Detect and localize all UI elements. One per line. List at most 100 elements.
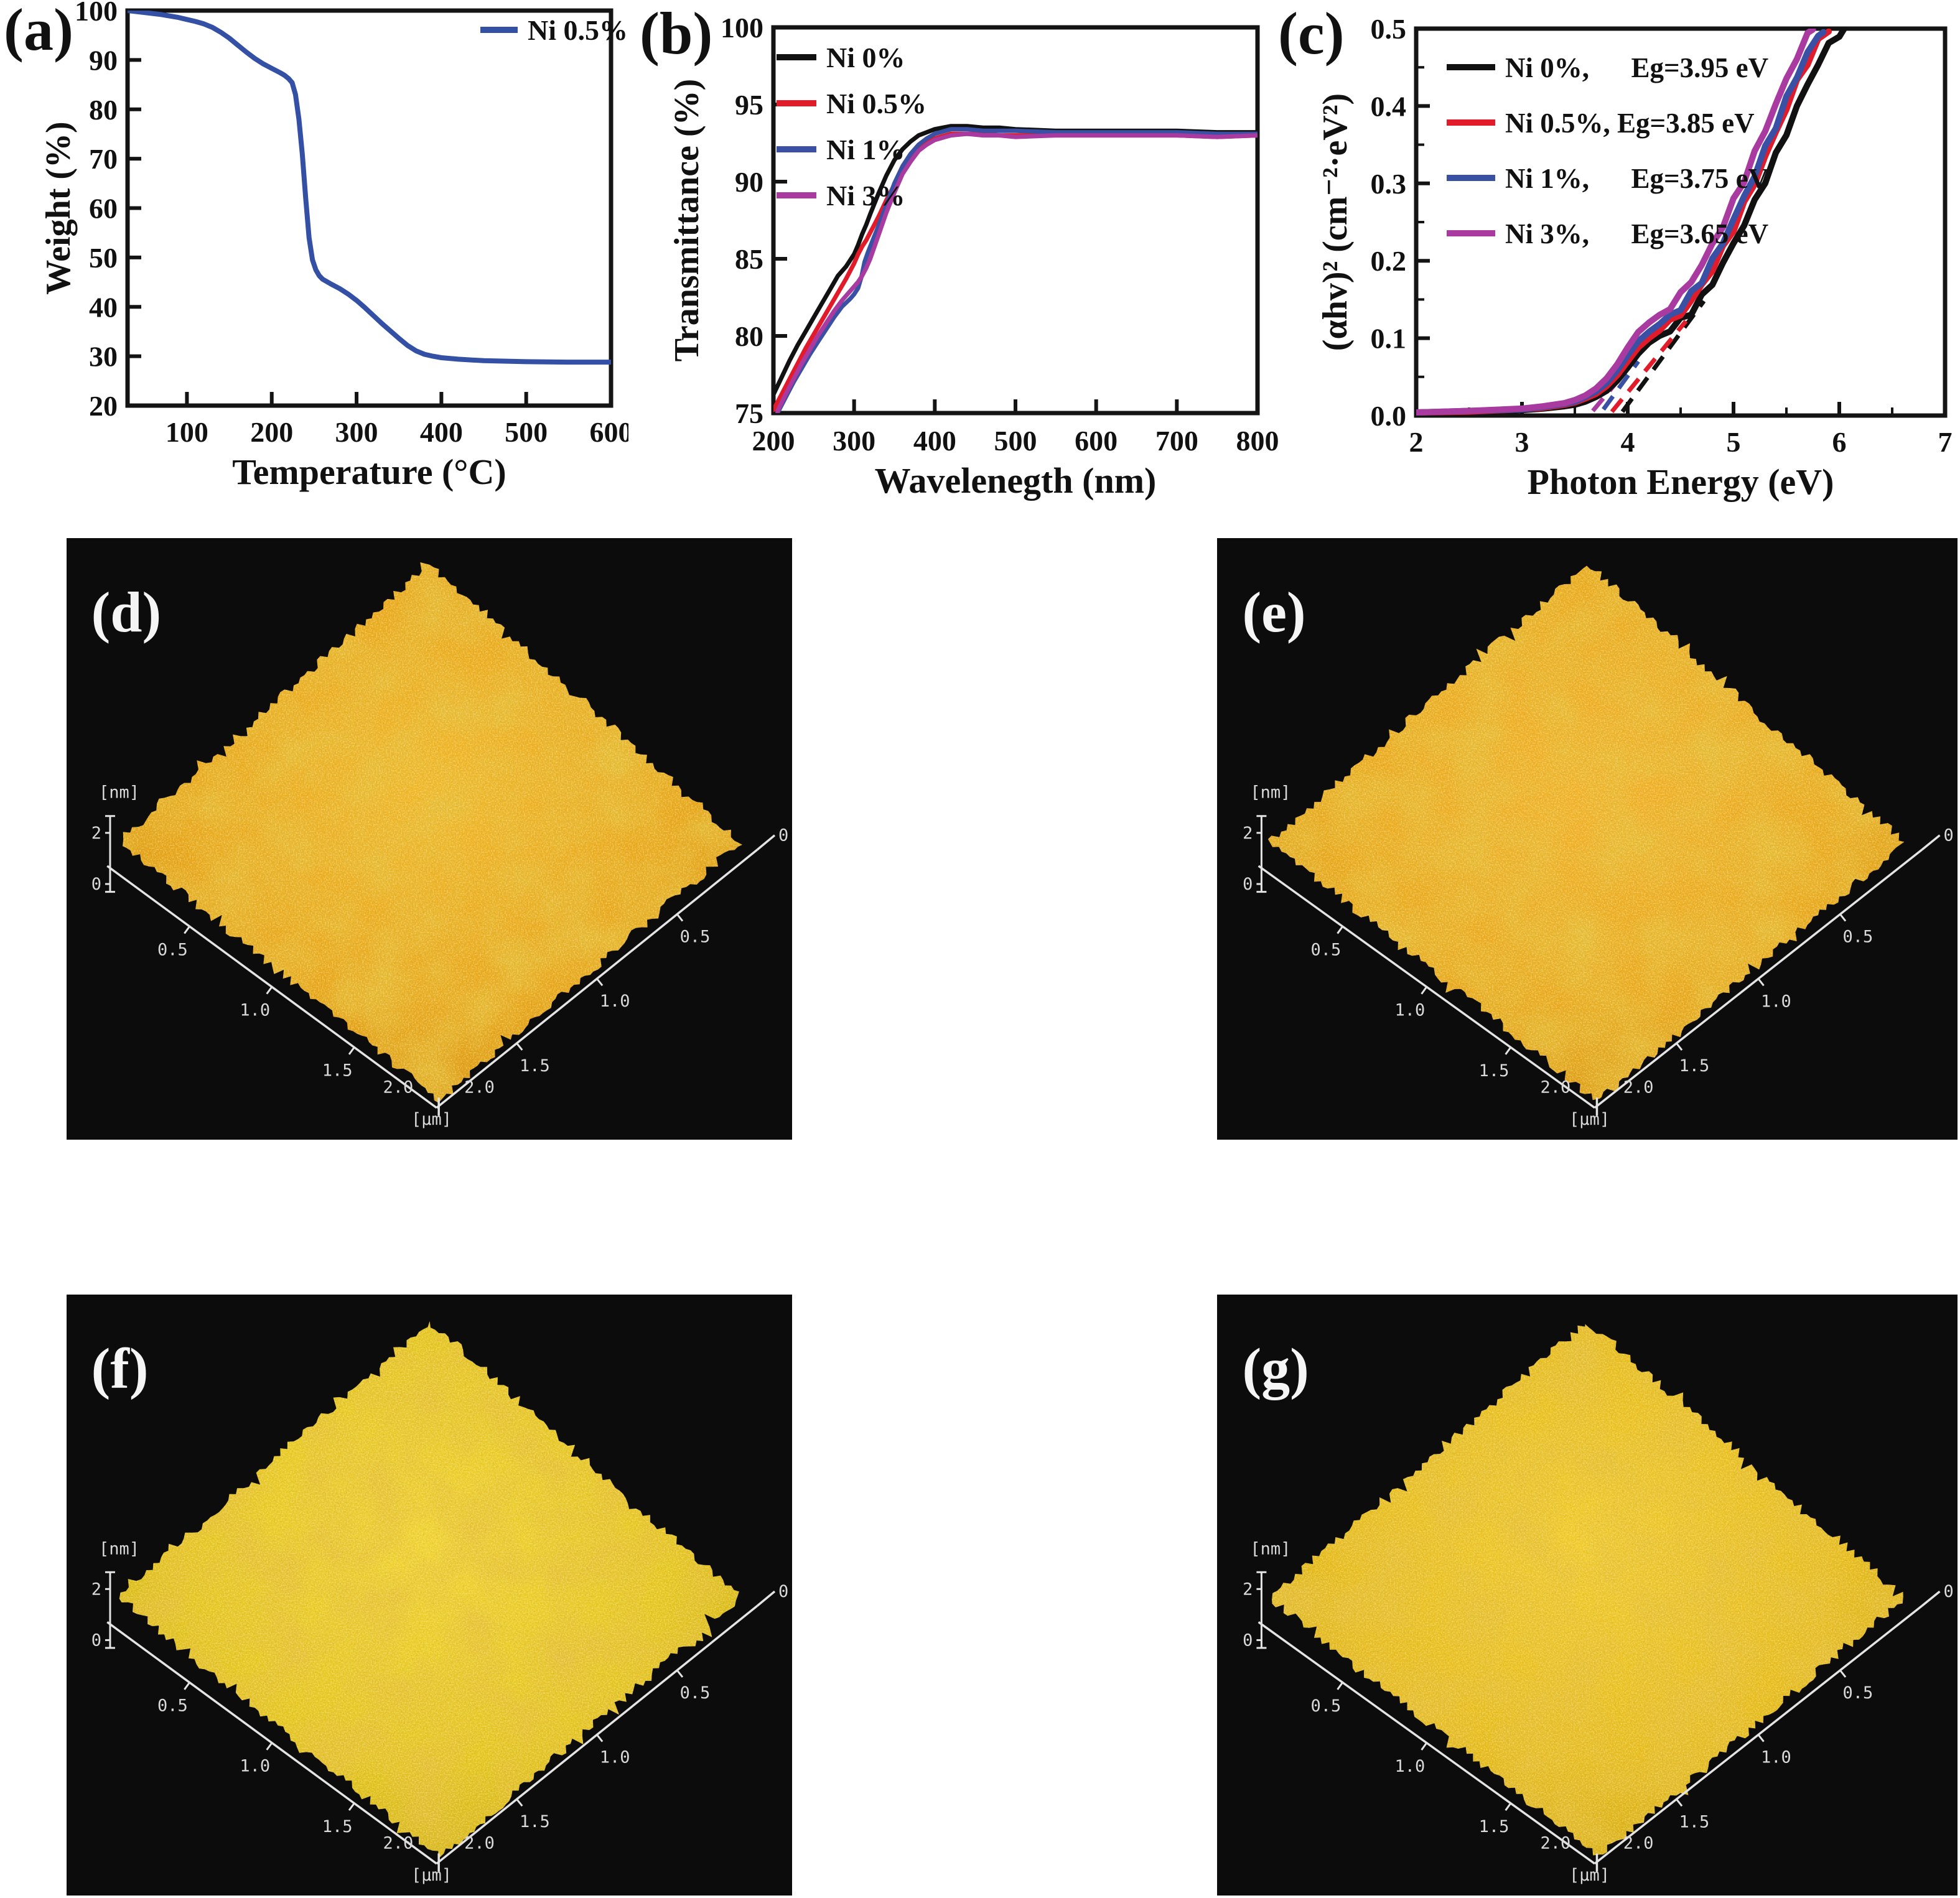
left-axis-tick — [1421, 986, 1427, 995]
series-ni3 — [1416, 29, 1816, 416]
afm-axes: 0.5 1.0 1.5 1.5 1.0 0.5 0.0 2.0 2.0 [μm] — [1258, 1582, 1960, 1885]
right-axis-tick-label: 1.0 — [1761, 1748, 1791, 1767]
x-tick-label: 500 — [505, 416, 548, 448]
y-tick-label: 0.2 — [1371, 245, 1407, 277]
series-ni1 — [775, 127, 1258, 413]
legend-label: Ni 0.5%, Eg=3.85 eV — [1505, 108, 1755, 139]
right-axis-tick — [1757, 978, 1765, 987]
right-axis-tick — [1676, 1043, 1683, 1051]
afm-svg-d: 0.5 1.0 1.5 1.5 1.0 0.5 0.0 2.0 2.0 [μm] 2 0 [nm] (d) — [67, 538, 809, 1140]
x-axis: 100 200 300 400 500 600 — [166, 392, 633, 448]
left-axis-tick — [266, 986, 273, 995]
series-ni3 — [775, 131, 1258, 413]
x-axis: 2 3 4 5 6 7 — [1409, 402, 1953, 458]
panel-label-f: (f) — [91, 1337, 149, 1400]
right-axis — [436, 849, 758, 1109]
left-axis-tick-label: 1.5 — [1479, 1817, 1510, 1836]
panel-label-b: (b) — [640, 0, 713, 67]
z-unit-label: [nm] — [1250, 783, 1290, 802]
right-axis-stub — [756, 1590, 776, 1607]
right-axis-tick — [1839, 1670, 1847, 1678]
right-axis-tick-label: 1.5 — [520, 1812, 550, 1831]
xy-unit-label: [μm] — [411, 1866, 452, 1885]
afm-surface-bright-grain — [1267, 565, 1905, 1100]
afm-axes: 0.5 1.0 1.5 1.5 1.0 0.5 0.0 2.0 2.0 [μm] — [106, 826, 809, 1129]
y-axis-title: (αhv)² (cm⁻²·eV²) — [1316, 93, 1355, 351]
left-axis-tick-label: 1.0 — [240, 1757, 270, 1776]
right-axis — [436, 1605, 758, 1865]
x-tick-label: 800 — [1236, 425, 1279, 457]
afm-svg-f: 0.5 1.0 1.5 1.5 1.0 0.5 0.0 2.0 2.0 [μm] 2 0 [nm] (f) — [67, 1295, 809, 1896]
xy-unit-label: [μm] — [411, 1110, 452, 1129]
z-tick-label-0: 0 — [91, 875, 101, 894]
afm-svg-g: 0.5 1.0 1.5 1.5 1.0 0.5 0.0 2.0 2.0 [μm] 2 0 [nm] (g) — [1217, 1295, 1960, 1896]
y-axis: 20 30 40 50 60 70 80 90 100 — [75, 0, 141, 422]
left-axis-tick — [184, 926, 190, 934]
x-tick-label: 200 — [250, 416, 293, 448]
right-axis-tick-label: 0.5 — [1842, 928, 1873, 947]
right-axis-stub — [1921, 1590, 1941, 1607]
y-tick-label: 100 — [721, 12, 763, 44]
afm-z-axis: 2 0 [nm] — [91, 1539, 139, 1650]
left-axis-tick-label: 1.0 — [1395, 1001, 1426, 1020]
x-tick-label: 6 — [1832, 426, 1847, 458]
left-axis-tick — [1505, 1802, 1512, 1811]
y-tick-label: 0.3 — [1371, 168, 1407, 200]
z-unit-label: [nm] — [99, 1539, 139, 1558]
y-tick-label: 20 — [89, 390, 118, 422]
legend-label: Ni 3%, Eg=3.65 eV — [1505, 218, 1768, 249]
legend-label: Ni 3% — [826, 180, 905, 212]
y-axis-title: Transmittance (%) — [668, 79, 706, 362]
left-axis-tick-label: 0.5 — [1310, 1696, 1341, 1716]
corner-label-left: 2.0 — [1540, 1078, 1570, 1097]
y-tick-label: 90 — [89, 44, 118, 76]
left-axis-tick-label: 1.0 — [240, 1000, 270, 1020]
legend: Ni 0%, Eg=3.95 eV Ni 0.5%, Eg=3.85 eV Ni 1… — [1447, 52, 1768, 249]
chart-svg-b: 200 300 400 500 600 700 800 Wavelenegth (nm) 75 8… — [668, 12, 1279, 501]
chart-transmittance: 200 300 400 500 600 700 800 Wavelenegth (nm) 75 8… — [628, 0, 1294, 504]
chart-tga-weight-loss: 100 200 300 400 500 600 Temperature (°C) 20 30 40… — [0, 0, 633, 504]
corner-label-left: 2.0 — [383, 1078, 413, 1097]
right-axis-origin-label: 0.0 — [778, 826, 792, 845]
right-axis-tick — [1757, 1734, 1765, 1742]
y-tick-label: 95 — [735, 89, 763, 121]
corner-label-right: 2.0 — [1623, 1078, 1654, 1097]
y-axis: 0.0 0.1 0.2 0.3 0.4 0.5 — [1371, 13, 1430, 432]
corner-label-right: 2.0 — [1623, 1834, 1654, 1853]
left-axis-tick — [1337, 926, 1343, 934]
x-tick-label: 3 — [1515, 426, 1529, 458]
left-axis-tick-label: 1.5 — [1479, 1061, 1510, 1081]
x-tick-label: 200 — [752, 425, 795, 457]
afm-axes: 0.5 1.0 1.5 1.5 1.0 0.5 0.0 2.0 2.0 [μm] — [1258, 826, 1960, 1129]
left-axis-tick — [348, 1046, 355, 1055]
right-axis-origin-label: 0.0 — [778, 1582, 792, 1601]
bandgap-dashed-line — [1602, 360, 1640, 411]
right-axis-tick — [596, 978, 604, 987]
y-tick-label: 50 — [89, 242, 118, 274]
series-ni05 — [773, 131, 1258, 412]
right-axis-tick-label: 1.5 — [1679, 1812, 1709, 1831]
x-tick-label: 4 — [1621, 426, 1635, 458]
y-axis: 75 80 85 90 95 100 — [721, 12, 787, 429]
y-tick-label: 0.5 — [1371, 13, 1407, 45]
right-axis-origin-label: 0.0 — [1943, 1582, 1958, 1601]
y-tick-label: 30 — [89, 341, 118, 373]
chart-svg-a: 100 200 300 400 500 600 Temperature (°C) 20 30 40… — [39, 0, 633, 492]
right-axis-tick-label: 0.5 — [680, 927, 711, 946]
z-tick-label-0: 0 — [1243, 1631, 1253, 1650]
z-unit-label: [nm] — [99, 783, 139, 802]
y-tick-label: 0.0 — [1371, 400, 1407, 432]
y-tick-label: 80 — [735, 320, 763, 352]
x-axis-title: Wavelenegth (nm) — [875, 460, 1157, 501]
y-tick-label: 0.4 — [1371, 90, 1407, 122]
bandgap-dashed-line — [1620, 299, 1706, 413]
corner-label-right: 2.0 — [464, 1078, 495, 1097]
corner-label-left: 2.0 — [1540, 1834, 1570, 1853]
y-tick-label: 60 — [89, 193, 118, 225]
xy-unit-label: [μm] — [1569, 1110, 1610, 1129]
left-axis-tick — [184, 1682, 190, 1690]
z-tick-label-2: 2 — [91, 1579, 101, 1599]
left-axis-tick — [1505, 1046, 1512, 1055]
left-axis-tick-label: 1.5 — [322, 1061, 353, 1081]
